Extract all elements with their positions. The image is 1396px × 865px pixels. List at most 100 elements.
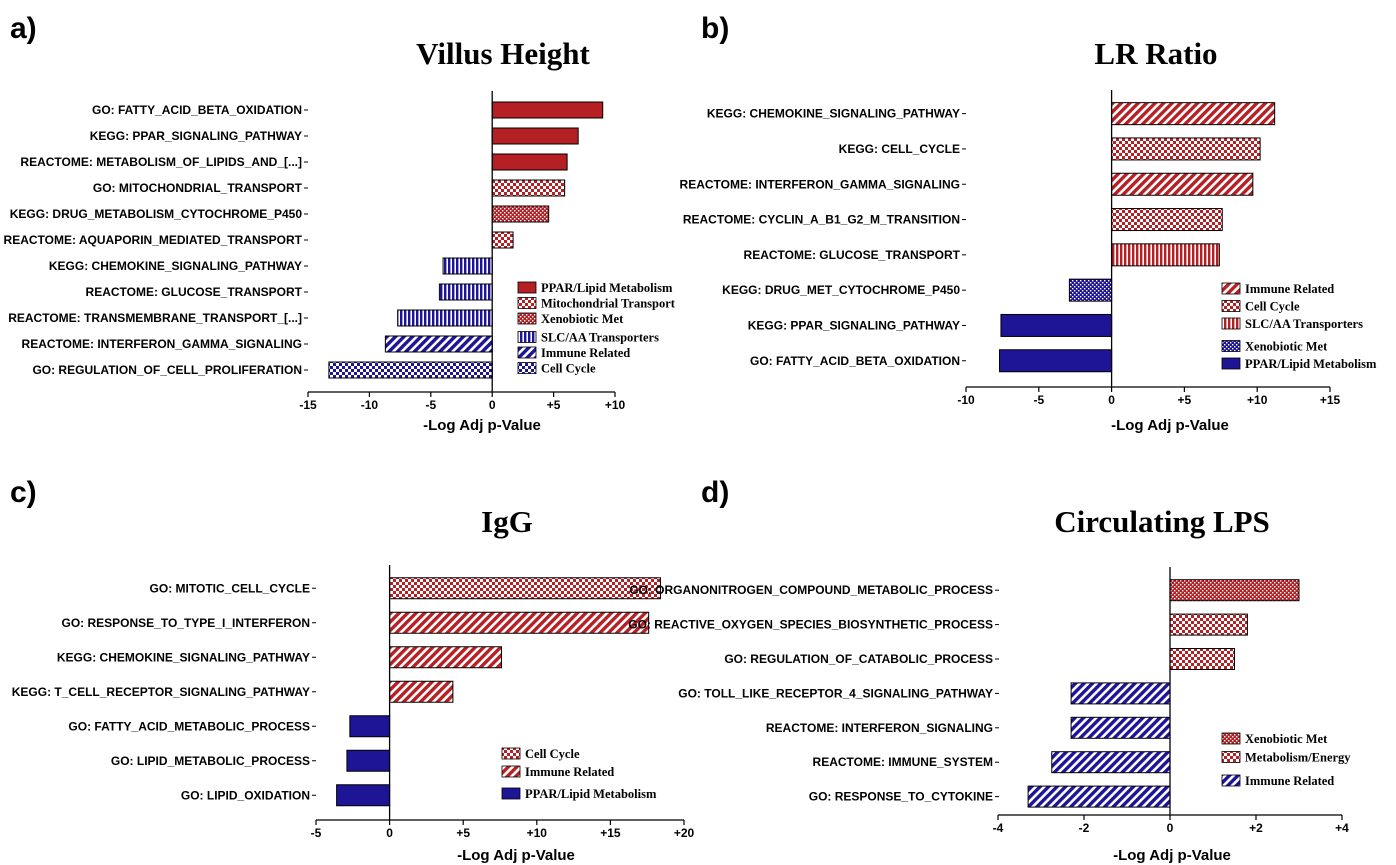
category-label: GO: RESPONSE_TO_CYTOKINE <box>809 790 993 804</box>
category-label: REACTOME: METABOLISM_OF_LIPIDS_AND_[...] <box>20 155 302 169</box>
x-tick-label: +15 <box>600 826 621 840</box>
bar-6 <box>1068 278 1113 302</box>
bar-9 <box>397 309 493 327</box>
bar-6 <box>491 231 514 249</box>
category-label: KEGG: CHEMOKINE_SIGNALING_PATHWAY <box>57 650 310 664</box>
category-label: GO: RESPONSE_TO_TYPE_I_INTERFERON <box>61 616 310 630</box>
x-axis-label: -Log Adj p-Value <box>1113 847 1231 864</box>
bar-5 <box>1070 716 1171 739</box>
category-label: REACTOME: IMMUNE_SYSTEM <box>813 755 993 769</box>
legend-label: SLC/AA Transporters <box>541 331 659 345</box>
bar-1 <box>491 101 604 119</box>
category-label: REACTOME: CYCLIN_A_B1_G2_M_TRANSITION <box>683 213 960 227</box>
legend-swatch <box>517 331 537 343</box>
panel-villus-height: a) Villus Height -Log Adj p-Value GO: FA… <box>4 12 676 434</box>
bar-5 <box>349 715 391 738</box>
bar-2 <box>389 611 650 634</box>
x-tick-label: -10 <box>957 393 975 407</box>
panel-igg: c) IgG -Log Adj p-Value GO: MITOTIC_CELL… <box>10 476 695 864</box>
bar-3 <box>491 153 568 171</box>
legend-label: Cell Cycle <box>525 747 580 761</box>
category-label: GO: TOLL_LIKE_RECEPTOR_4_SIGNALING_PATHW… <box>678 686 993 700</box>
x-tick-label: 0 <box>386 826 393 840</box>
bar-8 <box>998 349 1113 373</box>
category-label: KEGG: CELL_CYCLE <box>839 142 960 156</box>
legend-label: Immune Related <box>525 765 614 779</box>
bar-5 <box>491 205 550 223</box>
category-label: KEGG: PPAR_SIGNALING_PATHWAY <box>90 129 302 143</box>
bar-5 <box>1111 243 1220 267</box>
panel-circulating-lps: d) Circulating LPS -Log Adj p-Value GO: … <box>628 476 1351 864</box>
legend-swatch <box>517 312 537 325</box>
category-label: GO: FATTY_ACID_BETA_OXIDATION <box>750 354 960 368</box>
legend-label: Xenobiotic Met <box>1245 732 1328 746</box>
bar-6 <box>346 749 391 772</box>
legend-swatch <box>1221 282 1241 295</box>
category-label: GO: MITOTIC_CELL_CYCLE <box>150 581 310 595</box>
chart-title: Villus Height <box>416 36 590 71</box>
category-label: GO: LIPID_METABOLIC_PROCESS <box>111 754 310 768</box>
legend-label: PPAR/Lipid Metabolism <box>1245 357 1377 371</box>
legend: Immune Related Cell Cycle SLC/AA Transport… <box>1221 282 1377 371</box>
x-axis-label: -Log Adj p-Value <box>1111 417 1229 434</box>
legend-label: Immune Related <box>1245 282 1334 296</box>
bar-3 <box>1111 172 1254 196</box>
bar-2 <box>1169 613 1248 636</box>
category-label: REACTOME: AQUAPORIN_MEDIATED_TRANSPORT <box>4 233 303 247</box>
bar-1 <box>389 577 661 600</box>
panel-label: b) <box>701 12 729 45</box>
chart-title: LR Ratio <box>1094 36 1217 71</box>
legend-label: Metabolism/Energy <box>1245 751 1351 765</box>
x-tick-label: +4 <box>1335 821 1349 835</box>
panel-label: c) <box>10 476 37 509</box>
legend-swatch <box>501 747 521 760</box>
legend-swatch <box>1221 300 1241 312</box>
panel-label: d) <box>701 476 729 509</box>
legend-swatch <box>1221 317 1241 330</box>
bar-4 <box>1111 208 1223 232</box>
legend-label: Immune Related <box>1245 774 1334 788</box>
category-label: KEGG: CHEMOKINE_SIGNALING_PATHWAY <box>707 107 960 121</box>
legend-label: Xenobiotic Met <box>541 312 624 326</box>
x-tick-label: -5 <box>425 398 436 412</box>
chart-title: IgG <box>481 504 533 539</box>
category-label: GO: MITOCHONDRIAL_TRANSPORT <box>93 181 303 195</box>
category-label: REACTOME: GLUCOSE_TRANSPORT <box>86 285 303 299</box>
bar-4 <box>491 179 566 197</box>
bar-1 <box>1169 579 1300 602</box>
legend-swatch <box>1221 774 1241 787</box>
legend-swatch <box>517 362 537 374</box>
category-label: GO: LIPID_OXIDATION <box>181 788 310 802</box>
x-tick-label: 0 <box>1108 393 1115 407</box>
legend-label: Cell Cycle <box>541 362 596 376</box>
bar-2 <box>491 127 579 145</box>
x-tick-label: +5 <box>547 398 561 412</box>
legend-label: Cell Cycle <box>1245 300 1300 314</box>
category-label: GO: ORGANONITROGEN_COMPOUND_METABOLIC_PR… <box>629 583 993 597</box>
x-tick-label: +10 <box>605 398 626 412</box>
legend-swatch <box>1221 340 1241 352</box>
bar-7 <box>442 257 493 275</box>
x-tick-label: -5 <box>1033 393 1044 407</box>
bar-4 <box>1070 682 1171 705</box>
legend: Xenobiotic Met Metabolism/Energy Immune Re… <box>1221 732 1351 788</box>
legend-label: Immune Related <box>541 346 630 360</box>
x-tick-label: -2 <box>1079 821 1090 835</box>
panel-lr-ratio: b) LR Ratio -Log Adj p-Value KEGG: CHEMO… <box>680 12 1377 434</box>
category-label: KEGG: DRUG_METABOLISM_CYTOCHROME_P450 <box>10 207 303 221</box>
bar-8 <box>438 283 493 301</box>
x-tick-label: +20 <box>674 826 695 840</box>
category-label: GO: FATTY_ACID_BETA_OXIDATION <box>92 103 302 117</box>
category-label: REACTOME: GLUCOSE_TRANSPORT <box>744 248 961 262</box>
legend-swatch <box>1221 732 1241 745</box>
bar-2 <box>1111 137 1261 161</box>
x-tick-label: 0 <box>489 398 496 412</box>
x-tick-label: +10 <box>527 826 548 840</box>
x-tick-label: +10 <box>1247 393 1268 407</box>
panel-label: a) <box>10 12 37 45</box>
x-tick-label: +15 <box>1320 393 1341 407</box>
x-tick-label: +5 <box>456 826 470 840</box>
legend-label: PPAR/Lipid Metabolism <box>525 787 657 801</box>
bar-7 <box>1027 785 1171 808</box>
category-label: REACTOME: INTERFERON_SIGNALING <box>766 721 993 735</box>
